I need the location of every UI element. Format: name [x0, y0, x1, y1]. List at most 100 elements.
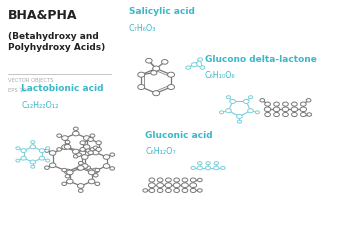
Circle shape — [16, 159, 20, 162]
Circle shape — [79, 151, 86, 155]
Circle shape — [31, 141, 35, 144]
Circle shape — [173, 183, 180, 188]
Circle shape — [57, 148, 61, 151]
Circle shape — [86, 166, 91, 169]
Text: (Betahydroxy and
Polyhydroxy Acids): (Betahydroxy and Polyhydroxy Acids) — [8, 32, 105, 52]
Circle shape — [149, 188, 155, 192]
Circle shape — [306, 99, 311, 102]
Circle shape — [138, 84, 145, 90]
Circle shape — [165, 183, 172, 188]
Circle shape — [300, 107, 307, 112]
Circle shape — [255, 111, 259, 114]
Circle shape — [248, 96, 253, 99]
Text: Glucono delta-lactone: Glucono delta-lactone — [205, 55, 317, 64]
Circle shape — [226, 96, 230, 99]
Circle shape — [95, 182, 100, 186]
Circle shape — [92, 168, 99, 173]
Circle shape — [78, 162, 83, 165]
Circle shape — [45, 149, 49, 152]
Circle shape — [21, 149, 26, 153]
Circle shape — [88, 138, 93, 141]
Circle shape — [153, 91, 159, 96]
Circle shape — [39, 156, 45, 160]
Circle shape — [174, 188, 179, 192]
Circle shape — [78, 166, 84, 170]
Circle shape — [307, 113, 312, 116]
Circle shape — [30, 145, 36, 149]
Circle shape — [65, 140, 70, 144]
Circle shape — [82, 155, 88, 159]
Circle shape — [167, 72, 175, 77]
Circle shape — [151, 71, 157, 75]
Circle shape — [198, 189, 202, 192]
Circle shape — [46, 147, 50, 150]
Circle shape — [283, 102, 288, 106]
Circle shape — [205, 166, 211, 170]
Circle shape — [274, 113, 280, 117]
Circle shape — [220, 111, 224, 114]
Circle shape — [157, 178, 163, 182]
Circle shape — [88, 179, 95, 184]
Text: Lactobionic acid: Lactobionic acid — [21, 84, 104, 93]
Circle shape — [90, 134, 95, 137]
Circle shape — [300, 102, 306, 106]
Circle shape — [190, 188, 196, 192]
Circle shape — [166, 178, 171, 182]
Circle shape — [96, 141, 102, 145]
Circle shape — [198, 58, 202, 61]
Circle shape — [198, 162, 202, 165]
Circle shape — [92, 150, 99, 155]
Circle shape — [76, 153, 81, 156]
Circle shape — [197, 166, 202, 170]
Circle shape — [62, 145, 68, 149]
Circle shape — [273, 107, 280, 112]
Circle shape — [157, 183, 164, 188]
Circle shape — [244, 99, 249, 103]
Circle shape — [190, 183, 197, 188]
Circle shape — [264, 107, 271, 112]
Text: C₇H₆O₃: C₇H₆O₃ — [129, 24, 156, 33]
Circle shape — [78, 189, 83, 192]
Text: VECTOR OBJECTS: VECTOR OBJECTS — [8, 78, 54, 84]
Circle shape — [167, 84, 175, 90]
Circle shape — [72, 149, 79, 154]
Circle shape — [274, 102, 280, 106]
Circle shape — [16, 147, 20, 150]
Circle shape — [265, 102, 270, 106]
Circle shape — [214, 166, 219, 170]
Circle shape — [45, 166, 49, 169]
Circle shape — [162, 60, 168, 64]
Circle shape — [76, 167, 81, 170]
Circle shape — [110, 153, 115, 156]
Circle shape — [83, 145, 90, 149]
Circle shape — [221, 166, 225, 169]
Circle shape — [153, 66, 159, 71]
Text: EPS 10: EPS 10 — [8, 88, 26, 93]
Text: Salicylic acid: Salicylic acid — [129, 7, 194, 16]
Circle shape — [73, 155, 78, 158]
Circle shape — [30, 160, 36, 164]
Circle shape — [82, 164, 88, 168]
Circle shape — [79, 163, 86, 168]
Circle shape — [96, 147, 102, 151]
Circle shape — [46, 159, 50, 162]
Circle shape — [67, 170, 73, 175]
Circle shape — [39, 149, 45, 153]
Circle shape — [103, 155, 110, 159]
Circle shape — [292, 113, 297, 117]
Circle shape — [90, 148, 95, 151]
Text: Gluconic acid: Gluconic acid — [145, 131, 213, 140]
Circle shape — [283, 113, 288, 117]
Circle shape — [65, 174, 70, 178]
Circle shape — [49, 151, 56, 155]
Circle shape — [67, 179, 73, 184]
Text: C₁₂H₂₂O₁₂: C₁₂H₂₂O₁₂ — [21, 101, 59, 110]
Circle shape — [291, 107, 298, 112]
Circle shape — [300, 113, 306, 117]
Circle shape — [62, 168, 67, 172]
Circle shape — [80, 147, 85, 151]
Circle shape — [182, 178, 188, 182]
Circle shape — [110, 167, 115, 170]
Circle shape — [200, 66, 205, 69]
Circle shape — [64, 169, 71, 174]
